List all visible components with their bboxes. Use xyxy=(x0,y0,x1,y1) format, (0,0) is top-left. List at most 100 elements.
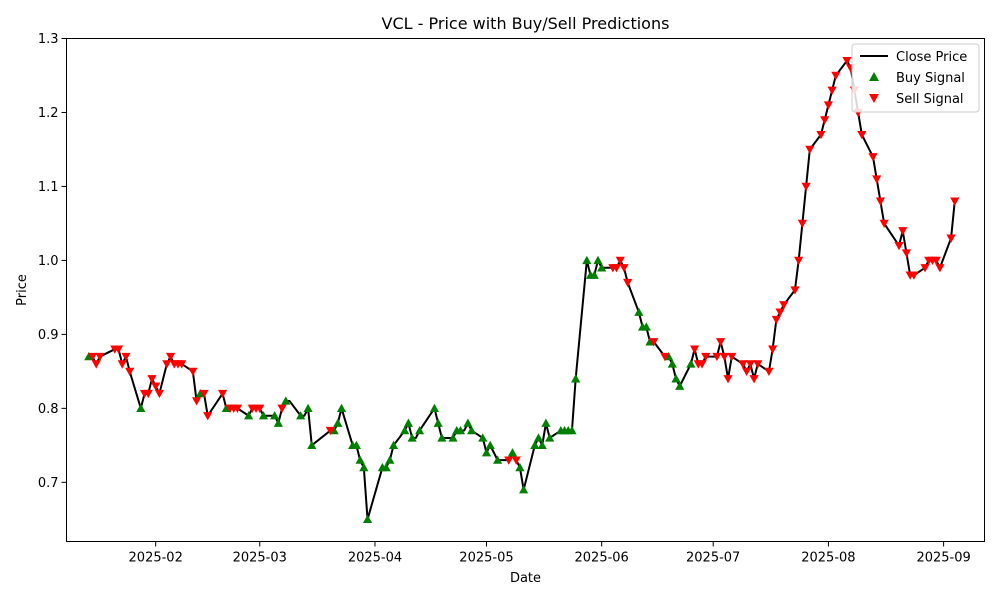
sell-signal-marker xyxy=(154,389,165,399)
buy-signal-marker xyxy=(455,425,466,435)
buy-signal-marker xyxy=(258,411,269,420)
sell-signal-marker xyxy=(232,404,243,413)
legend: Close Price Buy Signal Sell Signal xyxy=(851,43,980,113)
sell-signal-marker xyxy=(199,389,209,399)
x-axis-label: Date xyxy=(510,571,541,586)
sell-signal-marker xyxy=(255,404,265,413)
sell-signal-marker xyxy=(716,338,726,347)
buy-signal-marker xyxy=(270,411,280,420)
y-tick-label: 1.0 xyxy=(38,254,59,269)
buy-signal-marker xyxy=(478,433,488,442)
sell-signal-marker xyxy=(690,345,700,354)
buy-signal-marker xyxy=(388,440,399,450)
sell-signal-marker xyxy=(91,360,101,369)
sell-signal-marker xyxy=(753,360,763,369)
sell-signal-marker xyxy=(125,367,135,376)
buy-signal-marker xyxy=(273,418,283,427)
sell-signal-marker xyxy=(931,256,941,266)
buy-signal-marker xyxy=(515,462,525,472)
buy-signal-marker xyxy=(493,455,503,464)
sell-signal-marker xyxy=(742,367,752,376)
sell-signal-marker xyxy=(649,338,659,347)
sell-signal-marker xyxy=(805,145,815,155)
buy-signal-marker xyxy=(571,374,581,383)
buy-signal-marker xyxy=(136,403,146,413)
sell-signal-marker xyxy=(894,241,904,251)
buy-signal-marker xyxy=(582,255,592,265)
sell-signal-marker xyxy=(203,412,213,421)
buy-signal-marker xyxy=(519,485,529,494)
buy-signal-marker xyxy=(589,270,599,279)
x-tick-label: 2025-08 xyxy=(801,551,855,566)
sell-signal-marker xyxy=(827,86,837,95)
sell-signal-marker xyxy=(816,130,826,140)
buy-signal-marker xyxy=(597,263,607,272)
buy-signal-marker xyxy=(281,396,291,405)
buy-signal-marker xyxy=(303,403,313,413)
x-tick-label: 2025-06 xyxy=(575,551,629,566)
buy-signal-marker xyxy=(433,418,443,427)
legend-box xyxy=(851,43,980,113)
x-tick-label: 2025-04 xyxy=(348,551,402,566)
buy-signal-marker xyxy=(244,411,254,420)
buy-signal-marker xyxy=(381,462,391,472)
sell-signal-marker xyxy=(749,375,759,384)
chart-title: VCL - Price with Buy/Sell Predictions xyxy=(382,14,670,33)
sell-signal-marker xyxy=(768,345,778,354)
sell-signal-marker xyxy=(719,352,729,362)
sell-signal-marker xyxy=(611,264,622,273)
sell-signal-marker xyxy=(162,360,172,369)
sell-signal-marker xyxy=(95,352,105,362)
sell-signal-marker xyxy=(121,352,131,362)
buy-signal-marker xyxy=(481,448,492,457)
plot-area xyxy=(84,57,960,523)
buy-signal-marker xyxy=(593,255,603,265)
legend-sell-label: Sell Signal xyxy=(896,92,964,107)
x-axis: 2025-02 2025-03 2025-04 2025-05 2025-06 2025-… xyxy=(129,541,971,566)
buy-signal-marker xyxy=(336,403,347,413)
buy-signal-marker xyxy=(467,425,477,435)
y-tick-label: 0.9 xyxy=(38,328,59,343)
buy-signal-marker xyxy=(385,455,395,464)
sell-signal-marker xyxy=(820,116,830,125)
sell-signal-marker xyxy=(151,382,161,391)
sell-signal-marker xyxy=(511,456,521,465)
sell-signal-marker xyxy=(727,352,737,362)
sell-signal-marker xyxy=(188,367,198,376)
buy-signal-marker xyxy=(530,440,540,450)
sell-signal-marker xyxy=(842,57,852,66)
buy-signal-marker xyxy=(641,322,651,331)
sell-signal-marker xyxy=(723,375,733,384)
series-layer xyxy=(84,57,960,523)
sell-signal-marker xyxy=(191,397,202,406)
y-tick-label: 0.8 xyxy=(38,402,59,417)
y-tick-label: 1.1 xyxy=(38,180,59,195)
legend-buy-marker xyxy=(869,72,879,81)
sell-signal-marker xyxy=(920,264,930,273)
buy-signal-marker xyxy=(567,425,577,435)
sell-signal-marker xyxy=(779,301,789,310)
x-tick-label: 2025-09 xyxy=(916,551,970,566)
sell-signal-marker xyxy=(901,249,912,258)
buy-signal-marker xyxy=(355,455,365,464)
sell-signal-marker xyxy=(623,278,633,288)
x-tick-label: 2025-07 xyxy=(686,551,740,566)
sell-signal-marker xyxy=(697,360,707,369)
buy-signal-marker xyxy=(533,433,544,442)
sell-signal-marker xyxy=(712,352,722,362)
buy-signal-marker xyxy=(362,514,373,523)
buy-signal-marker xyxy=(507,448,518,457)
sell-signal-marker xyxy=(950,197,960,206)
buy-signal-marker xyxy=(686,359,696,368)
y-tick-label: 1.2 xyxy=(38,106,59,121)
y-axis-label: Price xyxy=(15,274,30,306)
sell-signal-marker xyxy=(165,352,176,362)
y-axis: 0.7 0.8 0.9 1.0 1.1 1.2 1.3 xyxy=(38,32,67,491)
x-tick-label: 2025-05 xyxy=(459,551,513,566)
sell-signal-marker xyxy=(738,360,748,369)
buy-signal-marker xyxy=(537,440,547,450)
sell-signal-marker xyxy=(801,182,811,192)
sell-signal-marker xyxy=(177,360,187,369)
buy-signal-marker xyxy=(359,462,369,472)
